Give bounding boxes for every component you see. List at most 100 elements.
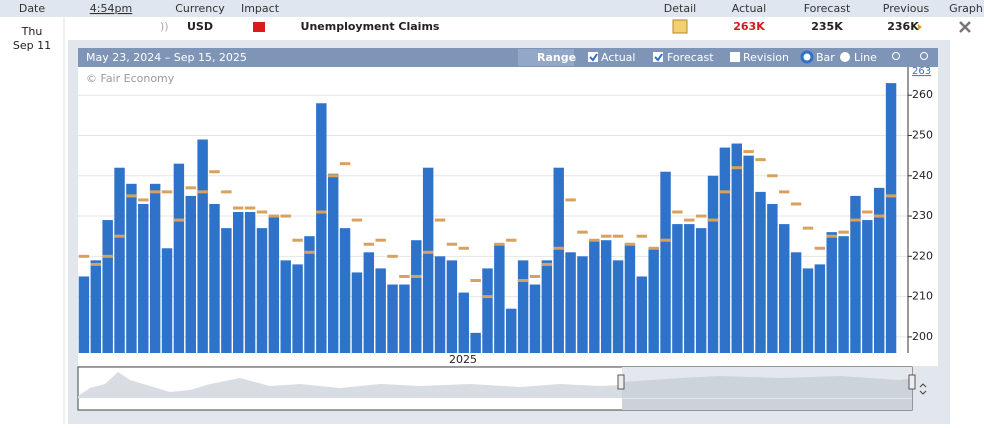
- forecast-mark: [399, 274, 410, 278]
- forecast-mark: [850, 218, 861, 222]
- forecast-mark: [589, 238, 600, 242]
- bar: [565, 252, 576, 353]
- forecast-mark: [648, 246, 659, 250]
- forecast-mark: [304, 250, 315, 254]
- forecast-mark: [422, 250, 434, 254]
- forecast-mark: [78, 254, 90, 258]
- revision-toggle[interactable]: Revision: [743, 51, 789, 64]
- bar: [90, 260, 102, 353]
- header-bar: [0, 0, 984, 17]
- column-header: Impact: [241, 2, 280, 15]
- scroll-arrows[interactable]: [919, 383, 927, 395]
- close-graph[interactable]: [959, 21, 971, 33]
- forecast-mark: [292, 238, 303, 242]
- bar: [482, 268, 493, 353]
- handle[interactable]: [617, 374, 625, 390]
- forecast-mark: [755, 158, 766, 162]
- handle[interactable]: [908, 374, 916, 390]
- bar: [233, 212, 244, 353]
- previous: 236K: [887, 20, 919, 33]
- bar: [589, 240, 600, 353]
- checkbox[interactable]: [730, 52, 740, 62]
- event-title[interactable]: Unemployment Claims: [301, 20, 440, 33]
- legend-forecast[interactable]: Forecast: [667, 51, 714, 64]
- checkbox[interactable]: [588, 52, 598, 62]
- radio[interactable]: [800, 50, 814, 64]
- forecast-mark: [767, 174, 778, 178]
- forecast-mark: [327, 174, 339, 178]
- bar: [826, 232, 837, 353]
- forecast-mark: [458, 246, 469, 250]
- forecast-mark: [138, 198, 149, 202]
- line-toggle[interactable]: Line: [854, 51, 877, 64]
- column-header: Forecast: [804, 2, 851, 15]
- forecast-mark: [494, 242, 505, 246]
- forecast-mark: [612, 234, 624, 238]
- bar: [221, 228, 232, 353]
- bar: [814, 264, 826, 353]
- check: [589, 53, 598, 62]
- bar: [446, 260, 458, 353]
- bar: [256, 228, 268, 353]
- forecast-mark: [482, 295, 493, 299]
- legend-actual[interactable]: Actual: [601, 51, 635, 64]
- bar: [422, 167, 434, 353]
- checkbox[interactable]: [653, 52, 663, 62]
- forecast-mark: [446, 242, 458, 246]
- time-toggle[interactable]: 4:54pm: [90, 2, 132, 15]
- day: Thu: [21, 25, 43, 38]
- bar: [743, 155, 754, 353]
- bar-toggle[interactable]: Bar: [816, 51, 835, 64]
- bar: [149, 183, 161, 353]
- bar: [612, 260, 624, 353]
- bar: [470, 332, 481, 353]
- bar: [790, 252, 802, 353]
- bar: [600, 240, 612, 353]
- forecast-mark: [244, 206, 256, 210]
- forecast-mark: [684, 218, 695, 222]
- bar: [458, 292, 469, 353]
- radio[interactable]: [840, 52, 850, 62]
- impact-icon: [253, 22, 265, 32]
- bar: [529, 284, 541, 353]
- bar: [802, 268, 814, 353]
- bar: [731, 143, 742, 353]
- y-tick-label: 230: [912, 209, 933, 222]
- column-header: Date: [19, 2, 46, 15]
- forecast-mark: [517, 278, 529, 282]
- range-button[interactable]: [518, 49, 574, 66]
- forecast-mark: [173, 218, 185, 222]
- forecast-mark: [161, 190, 173, 194]
- bar: [648, 248, 659, 353]
- column-header: Detail: [664, 2, 696, 15]
- forecast-mark: [506, 238, 517, 242]
- forecast-mark: [838, 230, 849, 234]
- detail-icon[interactable]: [672, 19, 688, 34]
- zoom-out-icon[interactable]: [920, 52, 928, 60]
- bar: [304, 236, 315, 353]
- forecast-mark: [826, 234, 837, 238]
- bar: [672, 224, 683, 353]
- bar: [541, 260, 553, 353]
- range-label[interactable]: Range: [537, 51, 576, 64]
- forecast-mark: [197, 190, 208, 194]
- year-label: 2025: [449, 353, 477, 366]
- bar: [114, 167, 125, 353]
- bar: [78, 276, 90, 353]
- bar: [280, 260, 291, 353]
- actual: 263K: [733, 20, 765, 33]
- scrollbar[interactable]: [622, 399, 912, 410]
- forecast-mark: [779, 190, 790, 194]
- bar: [660, 171, 671, 353]
- column-header: Actual: [732, 2, 766, 15]
- bar: [197, 139, 208, 353]
- bar: [636, 276, 648, 353]
- bar: [885, 83, 897, 354]
- bar: [779, 224, 790, 353]
- forecast-mark: [707, 218, 719, 222]
- bar: [838, 236, 849, 353]
- zoom-icon[interactable]: [892, 52, 900, 60]
- forecast-mark: [387, 254, 398, 258]
- bar: [244, 212, 256, 353]
- y-tick-label: 240: [912, 169, 933, 182]
